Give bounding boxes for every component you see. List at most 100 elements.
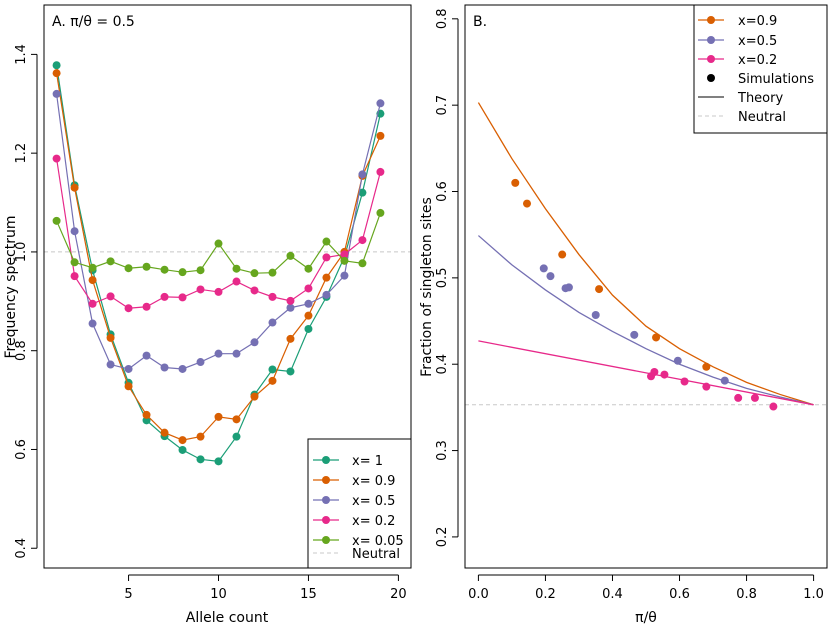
legend-label: Neutral	[352, 547, 400, 562]
data-point	[214, 412, 223, 421]
panel-b-y-tick-label: 0.5	[435, 268, 450, 289]
panel-a-series-layer	[52, 61, 385, 466]
data-point	[52, 69, 61, 78]
data-point	[250, 286, 259, 295]
data-point	[250, 338, 259, 347]
data-point	[196, 432, 205, 441]
legend-marker	[707, 36, 715, 44]
panel-a-y-axis: 0.4 0.6 0.8 1.0 1.2 1.4	[14, 44, 38, 559]
panel-a-y-tick-label: 0.6	[14, 439, 29, 460]
data-point	[286, 367, 295, 376]
panel-b-title: B.	[473, 14, 487, 30]
data-point	[124, 382, 133, 391]
data-point	[304, 311, 313, 320]
panel-a-chart: A. π/θ = 0.5 5 10 15 20 0.40.60.81.01.21.4 …	[3, 4, 412, 626]
data-point	[214, 457, 223, 466]
data-point	[124, 304, 133, 313]
simulation-point	[591, 310, 600, 319]
panel-b-x-axis-label: π/θ	[635, 610, 657, 626]
data-point	[88, 299, 97, 308]
simulation-point	[652, 333, 661, 342]
panel-a-x-tick-label: 15	[300, 587, 317, 602]
data-point	[178, 445, 187, 454]
data-point	[322, 253, 331, 262]
data-point	[178, 268, 187, 277]
data-point	[250, 269, 259, 278]
data-point	[160, 265, 169, 274]
data-point	[358, 259, 367, 268]
data-point	[340, 250, 349, 259]
panel-a-x-tick-label: 20	[390, 587, 407, 602]
panel-b-y-axis-label: Fraction of singleton sites	[419, 197, 435, 377]
simulation-point	[546, 272, 555, 281]
data-point	[52, 154, 61, 163]
legend-label: x= 0.9	[352, 474, 395, 489]
data-point	[88, 276, 97, 285]
panel-a-series-x-0-5	[52, 89, 385, 373]
data-point	[304, 264, 313, 273]
data-point	[70, 258, 79, 267]
simulation-point	[660, 370, 669, 379]
data-point	[196, 266, 205, 275]
data-point	[142, 410, 151, 419]
panel-b-y-tick-label: 0.7	[435, 95, 450, 116]
data-point	[52, 216, 61, 225]
data-point	[142, 351, 151, 360]
panel-a-x-axis-label: Allele count	[186, 610, 269, 626]
data-point	[178, 364, 187, 373]
data-point	[52, 61, 61, 70]
panel-a-series-x-0-2	[52, 154, 385, 313]
data-point	[268, 292, 277, 301]
data-point	[106, 292, 115, 301]
data-point	[178, 293, 187, 302]
legend-label: x= 0.2	[352, 514, 395, 529]
panel-b-x-tick-label: 0.0	[468, 587, 489, 602]
panel-b-x-tick-label: 0.8	[736, 587, 757, 602]
simulation-point	[734, 393, 743, 402]
panel-b-x-tick-label: 0.6	[669, 587, 690, 602]
panel-b-legend-box	[693, 4, 828, 134]
legend-label: x=0.5	[738, 34, 777, 49]
data-point	[70, 227, 79, 236]
panel-a-y-tick-label: 1.0	[14, 242, 29, 263]
legend-label: Neutral	[738, 110, 786, 125]
simulation-point	[511, 178, 520, 187]
panel-b-legend: x=0.9 x=0.5 x=0.2 Simulations Theory Neutral	[693, 4, 828, 134]
legend-label: x= 1	[352, 454, 383, 469]
legend-label: x=0.9	[738, 14, 777, 29]
data-point	[52, 89, 61, 98]
data-point	[286, 303, 295, 312]
theory-line	[477, 102, 814, 406]
data-point	[70, 272, 79, 281]
simulation-point	[702, 362, 711, 371]
simulation-point	[769, 402, 778, 411]
panel-b-x-tick-label: 1.0	[803, 587, 824, 602]
data-point	[358, 188, 367, 197]
panel-b-series-layer	[477, 102, 814, 411]
panel-b-y-tick-label: 0.8	[435, 8, 450, 29]
data-point	[196, 285, 205, 294]
data-point	[88, 263, 97, 272]
legend-label: x= 0.5	[352, 494, 395, 509]
data-point	[376, 167, 385, 176]
simulation-point	[702, 382, 711, 391]
data-point	[268, 376, 277, 385]
data-point	[376, 208, 385, 217]
data-point	[322, 290, 331, 299]
data-point	[250, 392, 259, 401]
data-point	[214, 239, 223, 248]
data-point	[322, 273, 331, 282]
data-point	[70, 183, 79, 192]
data-point	[322, 237, 331, 246]
panel-b-series-x-0-5	[477, 235, 814, 406]
data-point	[304, 324, 313, 333]
panel-a-x-tick-label: 10	[210, 587, 227, 602]
panel-b-y-tick-label: 0.6	[435, 181, 450, 202]
legend-marker	[322, 536, 330, 544]
legend-marker	[322, 496, 330, 504]
panel-a-y-tick-label: 1.4	[14, 44, 29, 65]
simulation-point	[558, 250, 567, 259]
data-point	[214, 287, 223, 296]
